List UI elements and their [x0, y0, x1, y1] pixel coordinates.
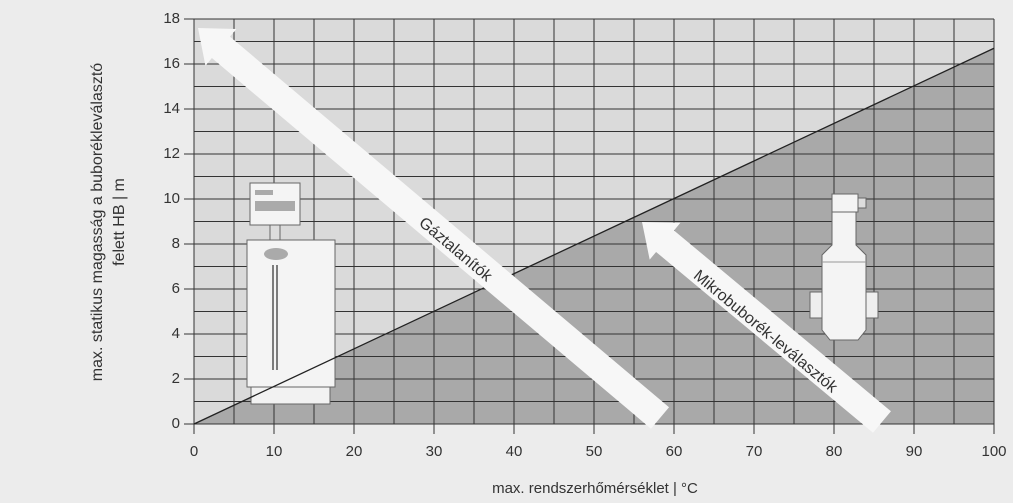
arrow	[198, 27, 670, 429]
icon-part	[269, 224, 281, 241]
x-tick-label: 30	[426, 443, 443, 460]
arrow-shape	[198, 27, 670, 429]
y-tick-label: 8	[172, 235, 180, 252]
icon-part	[857, 197, 867, 209]
y-tick-label: 4	[172, 325, 180, 342]
icon-part	[250, 386, 331, 405]
x-axis-label: max. rendszerhőmérséklet | °C	[492, 480, 698, 497]
icon-part	[246, 239, 336, 388]
y-tick-label: 0	[172, 415, 180, 432]
icon-part	[264, 248, 288, 260]
x-tick-label: 100	[981, 443, 1006, 460]
arrow	[642, 222, 891, 433]
decoration	[246, 182, 879, 405]
x-tick-label: 20	[346, 443, 363, 460]
x-tick-label: 60	[666, 443, 683, 460]
x-tick-label: 70	[746, 443, 763, 460]
icon-part	[831, 193, 859, 213]
y-axis-label: felett HB | m	[111, 178, 128, 266]
x-tick-label: 0	[190, 443, 198, 460]
y-tick-label: 10	[163, 190, 180, 207]
x-tick-label: 50	[586, 443, 603, 460]
x-tick-label: 90	[906, 443, 923, 460]
icon-part	[255, 201, 295, 211]
icon-part	[865, 291, 879, 319]
x-tick-label: 80	[826, 443, 843, 460]
boiler-icon	[246, 182, 336, 405]
y-tick-label: 12	[163, 145, 180, 162]
separator-icon	[809, 193, 879, 341]
y-axis-label: max. statikus magasság a buborékleválasz…	[89, 63, 106, 381]
icon-part	[821, 211, 867, 341]
x-tick-label: 40	[506, 443, 523, 460]
y-tick-label: 2	[172, 370, 180, 387]
y-tick-label: 18	[163, 10, 180, 27]
y-tick-label: 6	[172, 280, 180, 297]
x-tick-label: 10	[266, 443, 283, 460]
y-tick-label: 16	[163, 55, 180, 72]
icon-part	[809, 291, 823, 319]
data-line	[193, 47, 995, 425]
icon-part	[255, 190, 273, 195]
y-tick-label: 14	[163, 100, 180, 117]
arrow-shape	[642, 222, 891, 433]
